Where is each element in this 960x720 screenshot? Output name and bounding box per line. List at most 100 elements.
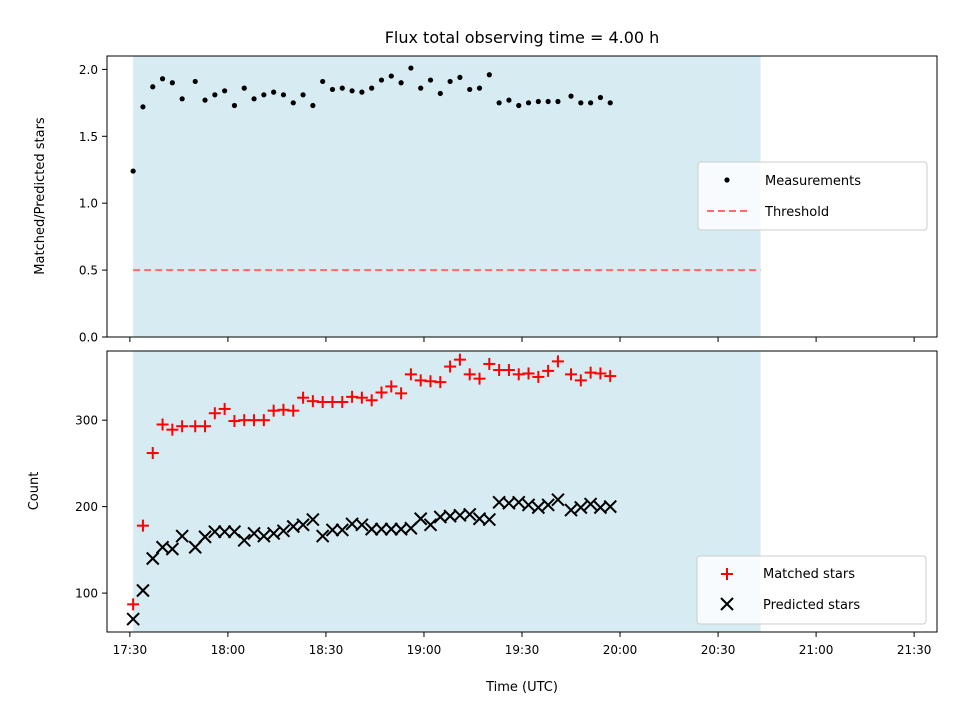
predicted-stars-point <box>541 498 555 512</box>
measurements-point <box>290 100 296 106</box>
measurements-point <box>378 77 385 83</box>
x-tick-label: 21:30 <box>897 643 932 657</box>
x-tick-label: 18:00 <box>211 643 246 657</box>
measurements-point <box>447 78 453 85</box>
measurements-point <box>349 88 355 94</box>
predicted-stars-point <box>531 500 546 515</box>
matched-stars-point <box>375 386 388 399</box>
matched-stars-point <box>127 598 140 611</box>
matched-stars-point <box>395 387 408 400</box>
x-tick-label: 19:00 <box>407 643 442 657</box>
measurements-point <box>159 76 166 82</box>
measurements-point <box>241 85 247 91</box>
predicted-stars-point <box>237 533 251 548</box>
matched-stars-point <box>532 370 545 383</box>
y-tick-label: 1.5 <box>79 130 98 144</box>
x-tick-label: 17:30 <box>113 643 148 657</box>
measurements-point <box>388 73 394 79</box>
count-legend-box <box>696 555 927 625</box>
measurements-point <box>192 78 198 85</box>
measurements-point <box>516 102 522 109</box>
observing-window-shade <box>133 351 761 632</box>
predicted-stars-point <box>217 524 232 539</box>
observing-window-shade <box>133 56 761 337</box>
predicted-stars-point <box>512 495 526 510</box>
measurements-point <box>369 85 375 91</box>
measurements-legend-marker <box>724 177 730 183</box>
measurements-point <box>588 100 594 106</box>
matched-stars-point <box>565 368 578 381</box>
predicted-stars-point <box>257 529 271 543</box>
matched-stars-point <box>176 420 189 433</box>
measurements-point <box>320 78 326 85</box>
ratio-legend: Measurements Threshold <box>697 161 928 231</box>
matched-stars-point <box>574 374 587 387</box>
measurements-point <box>300 92 306 98</box>
measurements-point <box>202 97 208 103</box>
measurements-point <box>568 93 574 99</box>
measurements-point <box>212 92 218 98</box>
measurements-point <box>271 89 277 95</box>
predicted-stars-point <box>564 503 578 517</box>
matched-legend-marker <box>721 568 733 580</box>
matched-stars-point <box>146 447 159 460</box>
predicted-stars-point <box>325 523 340 537</box>
matched-stars-point <box>218 402 231 415</box>
count-legend: Matched stars Predicted stars <box>696 555 927 625</box>
threshold-legend-label: Threshold <box>764 205 829 220</box>
predicted-stars-point <box>355 518 369 532</box>
ratio-panel: 0.00.51.01.52.0 Matched/Predicted stars … <box>33 55 938 345</box>
measurements-point <box>437 90 443 97</box>
matched-stars-point <box>483 357 496 370</box>
matched-stars-point <box>385 380 398 393</box>
matched-stars-point <box>551 355 564 368</box>
predicted-stars-point <box>521 498 536 512</box>
measurements-legend-label: Measurements <box>765 174 861 189</box>
measurements-point <box>150 84 156 90</box>
count-panel: 100 200 300 17:30 18:00 18:30 19:00 19:30 20:00… <box>27 350 938 657</box>
measurements-point <box>525 100 532 106</box>
predicted-stars-point <box>315 529 330 543</box>
matched-stars-point <box>542 364 555 377</box>
predicted-stars-point <box>374 522 389 536</box>
measurements-point <box>545 98 551 105</box>
matched-stars-point <box>365 394 378 407</box>
measurements-point <box>486 72 492 78</box>
predicted-stars-point <box>276 524 291 538</box>
y-tick-label: 1.0 <box>79 197 98 211</box>
measurements-point <box>310 102 316 109</box>
predicted-stars-point <box>175 529 189 543</box>
measurements-point <box>555 98 561 105</box>
y-tick-label: 0.0 <box>79 331 98 345</box>
predicted-stars-point <box>603 499 617 514</box>
predicted-stars-point <box>126 612 140 626</box>
x-axis-label: Time (UTC) <box>485 680 558 695</box>
measurements-point <box>251 96 257 102</box>
predicted-stars-point <box>146 551 160 566</box>
matched-stars-point <box>355 391 368 404</box>
predicted-stars-point <box>583 497 598 511</box>
x-tick-label: 20:00 <box>603 643 638 657</box>
measurements-point <box>261 92 267 98</box>
measurements-point <box>418 85 424 91</box>
measurements-point <box>169 80 175 86</box>
predicted-stars-point <box>364 522 379 536</box>
measurements-point <box>329 86 336 93</box>
x-tick-label: 19:30 <box>505 643 540 657</box>
measurements-point <box>130 168 136 174</box>
predicted-stars-point <box>423 518 438 532</box>
predicted-stars-point <box>574 500 588 515</box>
matched-stars-point <box>404 368 417 381</box>
x-tick-label: 21:00 <box>799 643 834 657</box>
matched-stars-point <box>166 423 179 436</box>
matched-stars-point <box>199 420 212 433</box>
y-tick-label: 100 <box>75 587 98 601</box>
matched-stars-point <box>473 372 486 385</box>
y-tick-label: 2.0 <box>79 63 98 77</box>
predicted-stars-point <box>482 512 497 527</box>
measurements-point <box>222 88 228 94</box>
chart-title: Flux total observing time = 4.00 h <box>385 28 660 47</box>
predicted-stars-point <box>198 530 212 544</box>
ratio-legend-box <box>697 161 928 231</box>
